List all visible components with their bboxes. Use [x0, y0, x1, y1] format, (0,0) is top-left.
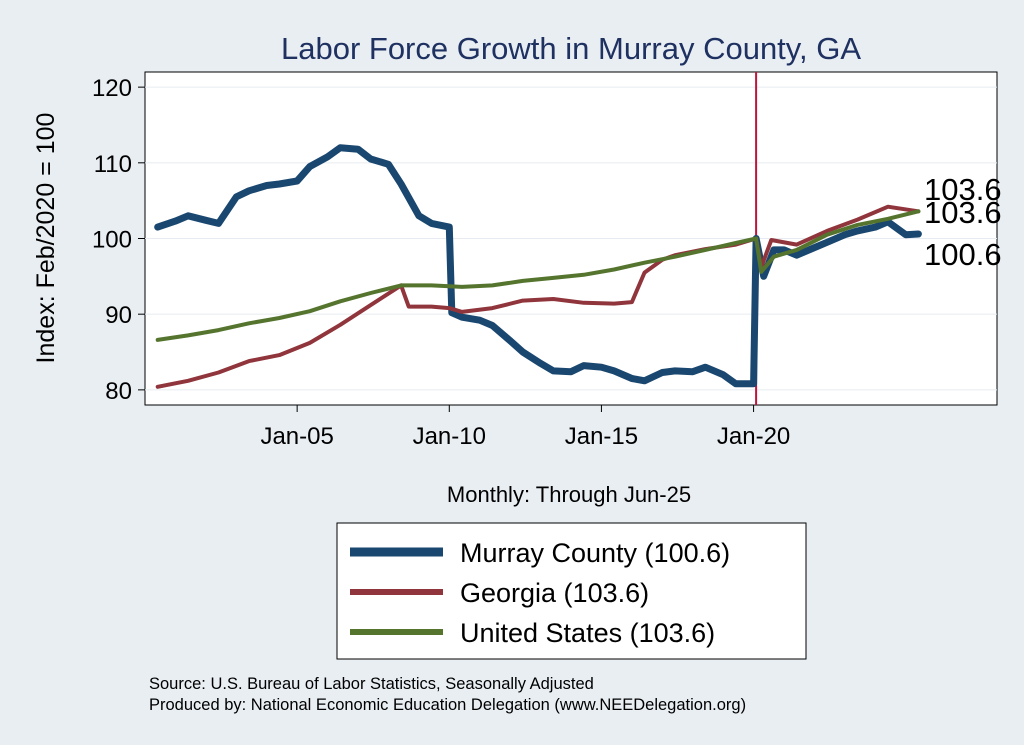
series-line-2	[155, 204, 921, 389]
y-tick-label: 120	[92, 75, 132, 102]
series-lines	[154, 72, 922, 405]
produced-note: Produced by: National Economic Education…	[149, 696, 746, 714]
axes: 80 90 100 110 120 Jan-05 Jan-10 Jan-15 Jan-20	[92, 75, 790, 450]
x-axis-label: Monthly: Through Jun-25	[447, 482, 691, 507]
legend: Murray County (100.6) Georgia (103.6) Unit…	[336, 522, 807, 660]
x-tick-label: Jan-20	[717, 423, 790, 450]
y-axis-label: Index: Feb/2020 = 100	[32, 113, 60, 364]
end-label: 103.6	[924, 172, 1002, 207]
end-label: 103.6	[924, 195, 1002, 230]
x-tick-label: Jan-15	[565, 423, 638, 450]
x-tick-label: Jan-10	[413, 423, 486, 450]
end-label: 100.6	[924, 237, 1002, 272]
y-tick-label: 110	[94, 151, 132, 178]
source-note: Source: U.S. Bureau of Labor Statistics,…	[149, 675, 594, 693]
y-tick-label: 90	[105, 302, 132, 329]
x-tick-label: Jan-05	[260, 423, 333, 450]
chart-title: Labor Force Growth in Murray County, GA	[281, 31, 861, 66]
grid-lines	[145, 86, 997, 391]
legend-label: Georgia (103.6)	[460, 578, 649, 608]
series-line-1	[154, 144, 922, 388]
legend-label: Murray County (100.6)	[460, 538, 730, 568]
series-line-3	[155, 209, 921, 342]
y-tick-label: 100	[92, 227, 132, 254]
legend-label: United States (103.6)	[460, 618, 715, 648]
y-tick-label: 80	[105, 378, 132, 405]
